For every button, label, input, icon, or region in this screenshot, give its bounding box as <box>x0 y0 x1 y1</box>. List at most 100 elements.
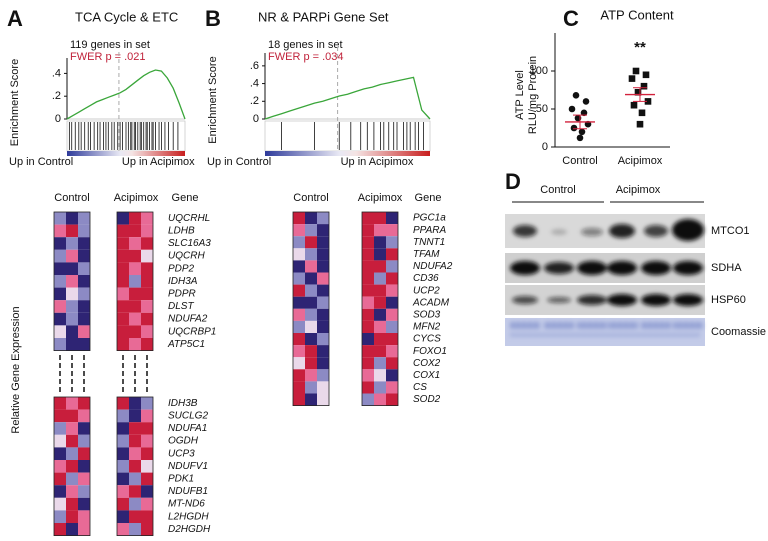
heatmap-cell <box>54 485 66 498</box>
gene-label: NDUFA2 <box>168 314 208 325</box>
heatmap-cell <box>78 275 90 288</box>
heatmap-cell <box>54 287 66 301</box>
heatmap-cell <box>66 434 78 448</box>
heatmap-cell <box>141 300 153 313</box>
data-point <box>632 67 640 75</box>
heatmap-cell <box>66 338 78 351</box>
heatmap-cell <box>117 434 129 448</box>
heatmap-cell <box>78 460 90 473</box>
heatmap-cell <box>129 338 141 351</box>
fwer-p: FWER p = .021 <box>70 51 146 63</box>
gene-label: PDK1 <box>168 474 194 485</box>
heatmap-cell <box>117 300 129 313</box>
heatmap-cell <box>54 224 66 238</box>
data-point <box>644 98 652 105</box>
y-tick-label: 0 <box>253 113 259 125</box>
heatmap-cell <box>362 320 374 333</box>
heatmap-cell <box>54 262 66 275</box>
heatmap-cell <box>141 224 153 238</box>
heatmap-cell <box>374 333 386 346</box>
heatmap-cell <box>129 212 141 225</box>
gene-label: SOD3 <box>413 309 441 320</box>
heatmap-cell <box>129 397 141 410</box>
heatmap-cell <box>66 275 78 288</box>
heatmap-cell <box>305 296 317 309</box>
heatmap-cell <box>362 357 374 370</box>
gene-label: ACADM <box>412 297 450 308</box>
heatmap-cell <box>117 237 129 250</box>
heatmap-cell <box>386 333 398 346</box>
heatmap-cell <box>293 393 305 406</box>
data-point <box>638 109 646 117</box>
heatmap-cell <box>141 472 153 486</box>
heatmap-cell <box>362 236 374 249</box>
heatmap-cell <box>117 262 129 275</box>
rank-gradient <box>67 151 185 156</box>
heatmap-cell <box>305 345 317 358</box>
heatmap-cell <box>305 393 317 406</box>
heatmap-cell <box>362 333 374 346</box>
heatmap-cell <box>374 308 386 321</box>
heatmap-cell <box>305 320 317 333</box>
heatmap-cell <box>141 485 153 498</box>
heatmap-cell <box>54 434 66 448</box>
heatmap-cell <box>305 212 317 225</box>
heatmap-cell <box>66 460 78 473</box>
heatmap-cell <box>141 447 153 460</box>
heatmap-cell <box>317 345 329 358</box>
row-label: MTCO1 <box>711 225 750 237</box>
heatmap-cell <box>66 262 78 275</box>
gene-label: CYCS <box>413 334 441 345</box>
gene-label: CD36 <box>413 273 439 284</box>
heatmap-cell <box>129 224 141 238</box>
heatmap-cell <box>317 224 329 237</box>
gene-label: PGC1a <box>413 213 446 224</box>
heatmap-cell <box>293 260 305 273</box>
heatmap-cell <box>129 409 141 423</box>
data-point <box>572 92 580 99</box>
column-header: Acipimox <box>358 192 403 204</box>
heatmap-cell <box>374 212 386 225</box>
heatmap-cell <box>293 248 305 261</box>
gene-label: SUCLG2 <box>168 411 208 422</box>
panel-letter: B <box>205 6 221 31</box>
heatmap-cell <box>129 237 141 250</box>
heatmap-cell <box>66 422 78 435</box>
heatmap-cell <box>374 260 386 273</box>
heatmap-cell <box>386 296 398 309</box>
heatmap-cell <box>117 287 129 301</box>
heatmap-cell <box>386 393 398 406</box>
heatmap-cell <box>374 224 386 237</box>
heatmap-cell <box>129 497 141 511</box>
heatmap-cell <box>305 284 317 297</box>
heatmap-cell <box>305 381 317 394</box>
heatmap-cell <box>293 369 305 382</box>
heatmap-cell <box>66 224 78 238</box>
heatmap-cell <box>78 287 90 301</box>
heatmap-cell <box>66 485 78 498</box>
heatmap-cell <box>317 284 329 297</box>
gene-label: NDUFA2 <box>413 261 453 272</box>
heatmap-cell <box>66 237 78 250</box>
heatmap-cell <box>293 381 305 394</box>
panel-title: TCA Cycle & ETC <box>75 9 178 24</box>
gene-label: IDH3A <box>168 276 198 287</box>
heatmap-cell <box>78 300 90 313</box>
heatmap-cell <box>317 308 329 321</box>
fwer-p: FWER p = .034 <box>268 51 344 63</box>
gene-label: UCP3 <box>168 448 195 459</box>
enrichment-curve <box>66 69 186 120</box>
heatmap-cell <box>386 357 398 370</box>
panel-title: NR & PARPi Gene Set <box>258 9 389 24</box>
heatmap-cell <box>66 397 78 410</box>
heatmap-cell <box>141 338 153 351</box>
row-label: HSP60 <box>711 294 746 306</box>
heatmap-cell <box>317 272 329 285</box>
heatmap-cell <box>141 409 153 423</box>
heatmap-cell <box>78 237 90 250</box>
heatmap-cell <box>117 497 129 511</box>
heatmap-cell <box>374 381 386 394</box>
heatmap-cell <box>374 236 386 249</box>
gene-label: UQCRHL <box>168 213 210 224</box>
y-tick-label: .4 <box>52 67 61 79</box>
